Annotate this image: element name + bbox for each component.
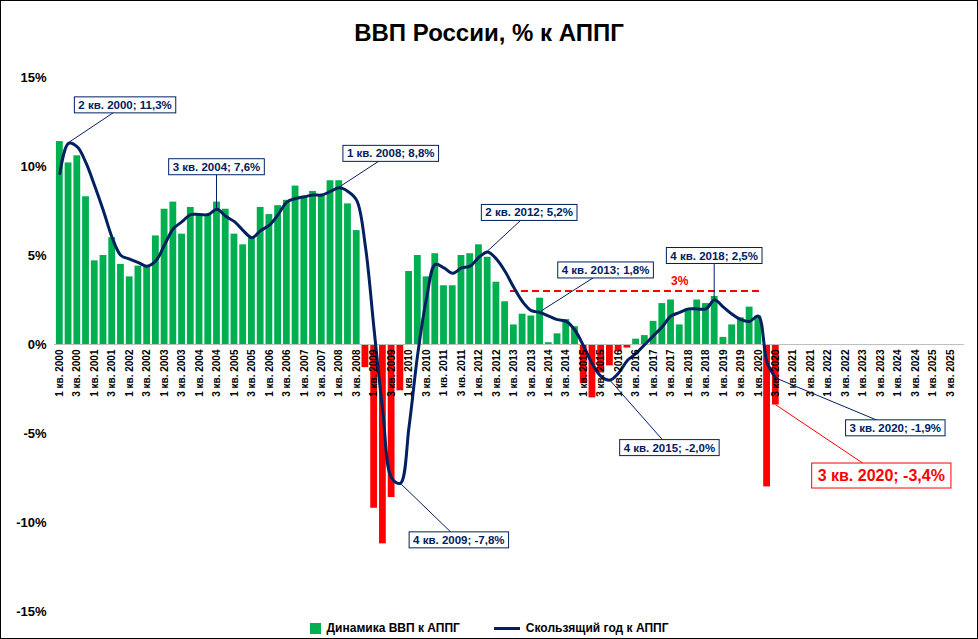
html-text:Скользящий год к АППГ: Скользящий год к АППГ bbox=[525, 621, 669, 635]
svg-text:1 кв. 2018: 1 кв. 2018 bbox=[683, 349, 694, 397]
svg-text:1 кв. 2014: 1 кв. 2014 bbox=[543, 349, 554, 397]
svg-text:1 кв. 2008: 1 кв. 2008 bbox=[333, 349, 344, 397]
svg-text:1 кв. 2011: 1 кв. 2011 bbox=[438, 349, 449, 396]
svg-text:3 кв. 2020; -3,4%: 3 кв. 2020; -3,4% bbox=[818, 467, 945, 484]
svg-text:1 кв. 2009: 1 кв. 2009 bbox=[368, 349, 379, 397]
svg-text:1 кв. 2010: 1 кв. 2010 bbox=[403, 349, 414, 397]
svg-text:3 кв. 2024: 3 кв. 2024 bbox=[910, 349, 921, 397]
svg-text:4 кв. 2013; 1,8%: 4 кв. 2013; 1,8% bbox=[562, 264, 650, 276]
svg-text:1 кв. 2004: 1 кв. 2004 bbox=[194, 349, 205, 397]
svg-text:1 кв. 2016: 1 кв. 2016 bbox=[612, 349, 624, 397]
svg-text:3%: 3% bbox=[671, 274, 689, 288]
svg-text:1 кв. 2005: 1 кв. 2005 bbox=[229, 349, 240, 397]
svg-text:1 кв. 2007: 1 кв. 2007 bbox=[299, 349, 310, 397]
svg-text:2 кв. 2000; 11,3%: 2 кв. 2000; 11,3% bbox=[78, 99, 171, 111]
svg-text:1 кв. 2019: 1 кв. 2019 bbox=[718, 349, 729, 397]
svg-text:-15%: -15% bbox=[16, 604, 47, 619]
svg-text:3 кв. 2021: 3 кв. 2021 bbox=[805, 349, 816, 397]
svg-text:1 кв. 2002: 1 кв. 2002 bbox=[124, 349, 135, 397]
svg-text:3 кв. 2003: 3 кв. 2003 bbox=[176, 349, 187, 397]
svg-text:1 кв. 2013: 1 кв. 2013 bbox=[508, 349, 519, 397]
svg-text:-10%: -10% bbox=[16, 515, 47, 530]
svg-text:3 кв. 2018: 3 кв. 2018 bbox=[700, 349, 711, 397]
svg-text:1 кв. 2017: 1 кв. 2017 bbox=[648, 349, 659, 397]
svg-text:1 кв. 2000: 1 кв. 2000 bbox=[54, 349, 65, 397]
svg-text:1 кв. 2008; 8,8%: 1 кв. 2008; 8,8% bbox=[347, 147, 435, 159]
svg-text:1 кв. 2025: 1 кв. 2025 bbox=[927, 349, 938, 397]
svg-text:1 кв. 2021: 1 кв. 2021 bbox=[787, 349, 798, 397]
svg-text:3 кв. 2011: 3 кв. 2011 bbox=[456, 349, 467, 396]
svg-text:1 кв. 2020: 1 кв. 2020 bbox=[753, 349, 764, 397]
svg-text:3 кв. 2008: 3 кв. 2008 bbox=[351, 349, 362, 397]
svg-text:3 кв. 2004: 3 кв. 2004 bbox=[211, 349, 222, 397]
svg-text:3 кв. 2014: 3 кв. 2014 bbox=[560, 349, 571, 397]
svg-text:3 кв. 2020; -1,9%: 3 кв. 2020; -1,9% bbox=[850, 422, 941, 434]
svg-text:3 кв. 2013: 3 кв. 2013 bbox=[526, 349, 537, 397]
svg-text:1 кв. 2023: 1 кв. 2023 bbox=[857, 349, 868, 397]
svg-text:3 кв. 2025: 3 кв. 2025 bbox=[945, 349, 956, 397]
svg-text:3 кв. 2023: 3 кв. 2023 bbox=[875, 349, 886, 397]
svg-text:4 кв. 2018; 2,5%: 4 кв. 2018; 2,5% bbox=[670, 250, 758, 262]
svg-text:1 кв. 2001: 1 кв. 2001 bbox=[89, 349, 100, 397]
svg-text:1 кв. 2003: 1 кв. 2003 bbox=[159, 349, 170, 397]
svg-text:3 кв. 2022: 3 кв. 2022 bbox=[840, 349, 851, 397]
svg-text:0%: 0% bbox=[28, 337, 47, 352]
svg-text:4 кв. 2015; -2,0%: 4 кв. 2015; -2,0% bbox=[624, 442, 715, 454]
svg-text:2 кв. 2012; 5,2%: 2 кв. 2012; 5,2% bbox=[485, 206, 573, 218]
svg-text:-5%: -5% bbox=[23, 426, 47, 441]
svg-text:4 кв. 2009; -7,8%: 4 кв. 2009; -7,8% bbox=[413, 534, 504, 546]
svg-text:3 кв. 2001: 3 кв. 2001 bbox=[106, 349, 117, 397]
svg-text:10%: 10% bbox=[20, 159, 46, 174]
svg-text:3 кв. 2002: 3 кв. 2002 bbox=[141, 349, 152, 397]
svg-text:3 кв. 2009: 3 кв. 2009 bbox=[386, 349, 397, 397]
svg-text:3 кв. 2010: 3 кв. 2010 bbox=[421, 349, 432, 397]
svg-text:3 кв. 2016: 3 кв. 2016 bbox=[630, 349, 641, 397]
svg-text:3 кв. 2012: 3 кв. 2012 bbox=[491, 349, 502, 397]
svg-text:3 кв. 2015: 3 кв. 2015 bbox=[595, 349, 606, 397]
html-text:Динамика ВВП к АППГ: Динамика ВВП к АППГ bbox=[326, 621, 460, 635]
svg-text:3 кв. 2017: 3 кв. 2017 bbox=[665, 349, 676, 397]
svg-text:15%: 15% bbox=[20, 70, 46, 85]
svg-text:3 кв. 2004; 7,6%: 3 кв. 2004; 7,6% bbox=[173, 161, 261, 173]
svg-text:1 кв. 2006: 1 кв. 2006 bbox=[264, 349, 275, 397]
svg-text:3 кв. 2005: 3 кв. 2005 bbox=[246, 349, 257, 397]
svg-text:1 кв. 2022: 1 кв. 2022 bbox=[822, 349, 833, 397]
svg-text:1 кв. 2012: 1 кв. 2012 bbox=[473, 349, 484, 397]
html-text:ВВП России, % к АППГ: ВВП России, % к АППГ bbox=[354, 19, 624, 46]
svg-text:3 кв. 2020: 3 кв. 2020 bbox=[770, 349, 781, 397]
svg-text:3 кв. 2007: 3 кв. 2007 bbox=[316, 349, 327, 397]
svg-text:3 кв. 2006: 3 кв. 2006 bbox=[281, 349, 292, 397]
svg-text:3 кв. 2019: 3 кв. 2019 bbox=[735, 349, 746, 397]
svg-text:1 кв. 2015: 1 кв. 2015 bbox=[578, 349, 589, 397]
svg-text:3 кв. 2000: 3 кв. 2000 bbox=[71, 349, 82, 397]
svg-text:1 кв. 2024: 1 кв. 2024 bbox=[892, 349, 903, 397]
svg-text:5%: 5% bbox=[28, 248, 47, 263]
